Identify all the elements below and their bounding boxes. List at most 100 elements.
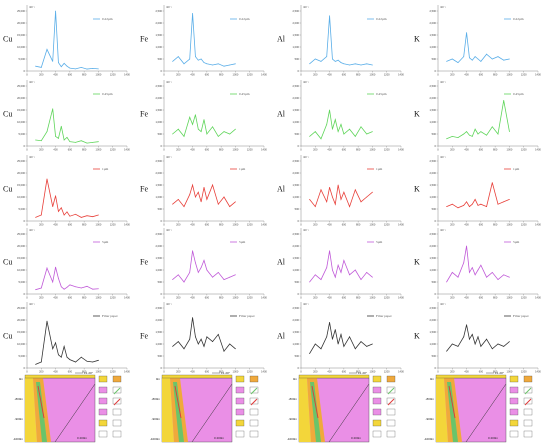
data-point xyxy=(332,128,333,130)
x-tick-label: 1400 xyxy=(535,73,541,77)
y-unit-label: /10⁻⁶ xyxy=(29,302,35,306)
legend-box-right xyxy=(249,397,259,405)
data-point xyxy=(349,274,350,276)
legend-label: 0.45µm xyxy=(376,92,387,96)
data-point xyxy=(92,288,94,290)
x-tick-label: 600 xyxy=(68,370,73,374)
y-unit-label: /10⁻⁶ xyxy=(440,80,446,84)
x-tick-label: 1200 xyxy=(247,73,253,77)
data-point xyxy=(46,267,48,269)
data-point xyxy=(75,361,76,363)
y-tick-label: 1,500 xyxy=(430,330,437,334)
data-point xyxy=(354,269,356,271)
x-tick-label: 0 xyxy=(26,370,28,374)
x-tick-label: 600 xyxy=(205,148,210,152)
x-tick-label: 200 xyxy=(450,370,455,374)
data-point xyxy=(340,334,342,335)
y-tick-label: 25,000 xyxy=(17,232,25,236)
x-tick-label: 600 xyxy=(205,296,210,300)
data-point xyxy=(235,63,236,65)
x-tick-label: 1400 xyxy=(398,223,404,227)
data-point xyxy=(203,62,205,63)
x-tick-label: 0 xyxy=(437,148,439,152)
y-tick-label: 15,000 xyxy=(17,256,25,260)
y-tick-label: 25,000 xyxy=(17,306,25,310)
data-point xyxy=(229,343,231,345)
legend-box xyxy=(98,375,108,383)
data-point xyxy=(46,131,48,133)
data-point xyxy=(343,133,345,135)
y-tick-label: 2,000 xyxy=(430,244,437,248)
legend-box-right xyxy=(523,386,533,394)
data-point xyxy=(195,56,196,57)
x-tick-label: 1200 xyxy=(521,370,527,374)
panel-Fe-3: /10⁻⁶ 0 500 1,000 1,500 2,000 2,500 0 200 400 600 8… xyxy=(140,228,267,300)
data-point xyxy=(349,64,350,66)
ore-vein xyxy=(37,385,45,419)
data-point xyxy=(314,131,316,133)
data-point xyxy=(200,201,202,203)
data-point xyxy=(183,136,185,137)
y-tick-label: 25,000 xyxy=(17,159,25,163)
x-tick-label: 1200 xyxy=(247,223,253,227)
data-point xyxy=(366,63,368,65)
x-tick-label: 1000 xyxy=(507,223,513,227)
y-tick-label: 1,000 xyxy=(293,342,300,346)
legend-symbol-green xyxy=(250,387,258,395)
data-point xyxy=(55,136,56,137)
legend-box-right xyxy=(249,430,259,438)
x-tick-label: 1200 xyxy=(110,296,116,300)
y-tick-label: 1,000 xyxy=(293,268,300,272)
data-point xyxy=(457,276,459,278)
data-point xyxy=(55,195,56,197)
data-point xyxy=(98,359,99,361)
element-label: Fe xyxy=(140,257,148,266)
y-tick-label: 0 xyxy=(161,144,163,148)
x-tick-label: 0 xyxy=(163,223,165,227)
x-tick-label: 1200 xyxy=(384,223,390,227)
x-tick-label: 200 xyxy=(39,370,44,374)
legend-label: 0.22µm xyxy=(376,17,387,21)
y-tick-label: 1,000 xyxy=(430,120,437,124)
data-point xyxy=(40,214,42,216)
data-point xyxy=(177,274,179,276)
x-tick-label: 1400 xyxy=(261,223,267,227)
x-tick-label: 800 xyxy=(82,370,87,374)
data-point xyxy=(80,67,82,68)
legend-symbol-red xyxy=(113,398,121,406)
x-tick-label: 200 xyxy=(313,73,318,77)
x-tick-label: 0 xyxy=(163,73,165,77)
y-tick-label: 1,000 xyxy=(430,45,437,49)
y-tick-label: 0 xyxy=(24,69,26,73)
y-tick-label: 2,000 xyxy=(156,96,163,100)
x-tick-label: 1200 xyxy=(247,296,253,300)
data-point xyxy=(309,281,310,283)
x-tick-label: 1400 xyxy=(535,296,541,300)
y-tick-label: 1,500 xyxy=(430,108,437,112)
legend-symbol-green xyxy=(387,387,395,395)
x-tick-label: 1200 xyxy=(247,148,253,152)
data-point xyxy=(372,131,373,133)
data-point xyxy=(451,272,453,273)
data-point xyxy=(509,199,510,200)
data-point xyxy=(80,140,82,142)
x-tick-label: 600 xyxy=(342,370,347,374)
legend-label: Filter paper xyxy=(513,314,530,318)
legend-label: 5µm xyxy=(102,240,109,244)
data-point xyxy=(474,56,476,57)
data-point xyxy=(223,279,225,280)
legend-symbol-green xyxy=(524,387,532,395)
y-tick-label: 1,500 xyxy=(293,108,300,112)
surface-layer xyxy=(24,374,96,379)
panel-Fe-2: /10⁻⁶ 0 500 1,000 1,500 2,000 2,500 0 200 400 600 8… xyxy=(140,155,267,227)
data-point xyxy=(195,262,196,264)
y-tick-label: 25,000 xyxy=(17,9,25,13)
y-tick-label: 0 xyxy=(435,366,437,370)
legend-box-right xyxy=(523,397,533,405)
y-tick-label: 10,000 xyxy=(17,195,25,199)
legend-box-right xyxy=(249,419,259,427)
y-tick-label: 1,000 xyxy=(430,342,437,346)
y-tick-label: 2,000 xyxy=(293,96,300,100)
x-tick-label: 800 xyxy=(219,148,224,152)
x-tick-label: 200 xyxy=(39,223,44,227)
